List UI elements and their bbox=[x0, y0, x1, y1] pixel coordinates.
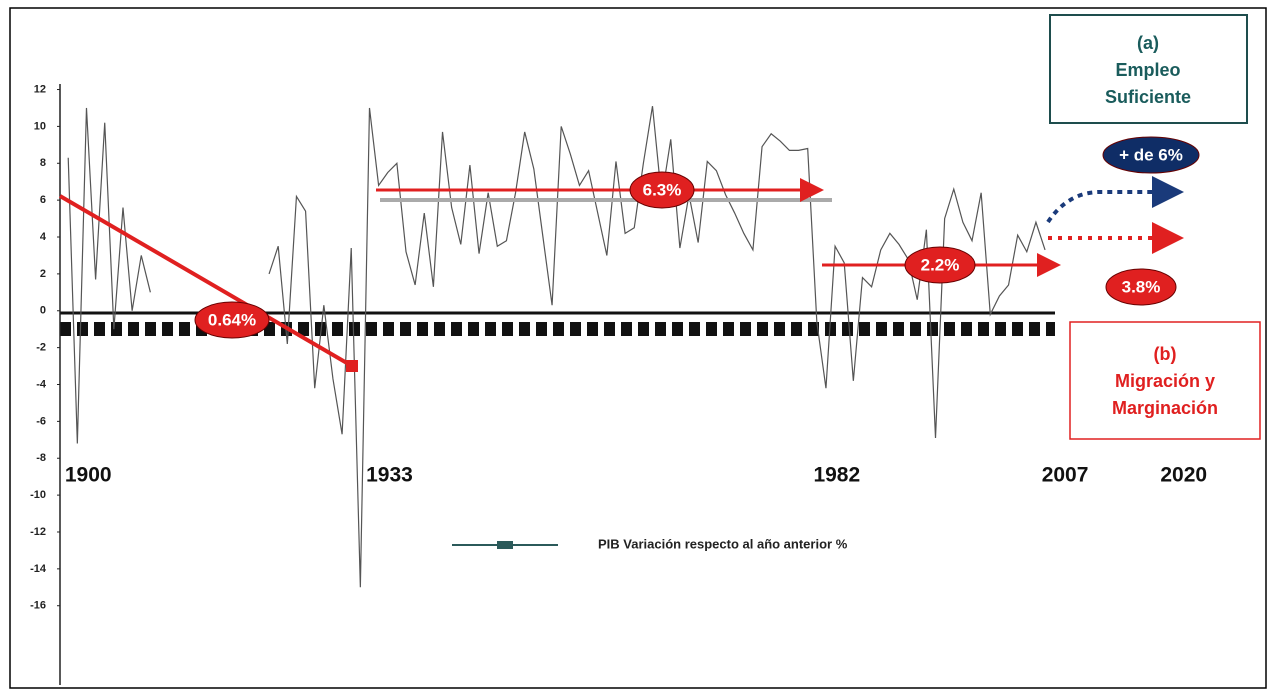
y-tick-label: 6 bbox=[40, 194, 46, 206]
y-tick-label: -2 bbox=[36, 342, 46, 354]
annotation-bubble bbox=[904, 246, 976, 284]
annotation-label: 3.8% bbox=[1122, 277, 1161, 296]
y-tick-label: 10 bbox=[34, 120, 46, 132]
y-tick-label: 4 bbox=[40, 231, 47, 243]
box-a-label: Suficiente bbox=[1105, 87, 1191, 107]
y-tick-label: -8 bbox=[36, 452, 46, 464]
y-tick-label: -4 bbox=[36, 378, 47, 390]
frame bbox=[9, 7, 1267, 689]
trend-end bbox=[346, 360, 358, 372]
y-tick-label: 0 bbox=[40, 305, 46, 317]
x-year-label: 2007 bbox=[1042, 464, 1089, 487]
annotation-label: + de 6% bbox=[1119, 145, 1183, 164]
y-tick-label: 12 bbox=[34, 83, 46, 95]
x-year-label: 1982 bbox=[813, 464, 860, 487]
box-a bbox=[1049, 14, 1248, 124]
y-tick-label: -14 bbox=[30, 563, 47, 575]
proj-arrow bbox=[1046, 176, 1184, 224]
annotation-label: 6.3% bbox=[643, 180, 682, 199]
x-year-label: 1900 bbox=[65, 464, 112, 487]
y-tick-label: 2 bbox=[40, 268, 46, 280]
y-tick-label: -12 bbox=[30, 526, 46, 538]
x-year-label: 1933 bbox=[366, 464, 413, 487]
annotation-bubble bbox=[194, 301, 270, 339]
y-tick-label: -6 bbox=[36, 415, 46, 427]
box-a-label: Empleo bbox=[1115, 60, 1180, 80]
annotation-label: 2.2% bbox=[921, 255, 960, 274]
box-b-label: (b) bbox=[1154, 344, 1177, 364]
y-tick-label: -16 bbox=[30, 600, 46, 612]
y-tick-label: 8 bbox=[40, 157, 46, 169]
annotation-bubble bbox=[1105, 268, 1177, 306]
legend-label: PIB Variación respecto al año anterior % bbox=[598, 536, 848, 551]
y-tick-label: -10 bbox=[30, 489, 46, 501]
annotation-bubble bbox=[1102, 136, 1200, 174]
legend-marker bbox=[497, 541, 513, 549]
box-b-label: Migración y bbox=[1115, 371, 1215, 391]
box-b bbox=[1069, 321, 1261, 440]
gdp-line bbox=[67, 106, 1046, 588]
trend-line bbox=[58, 194, 354, 368]
box-b-label: Marginación bbox=[1112, 398, 1218, 418]
annotation-bubble bbox=[629, 171, 695, 209]
x-year-label: 2020 bbox=[1160, 464, 1207, 487]
annotation-label: 0.64% bbox=[208, 310, 256, 329]
box-a-label: (a) bbox=[1137, 33, 1159, 53]
